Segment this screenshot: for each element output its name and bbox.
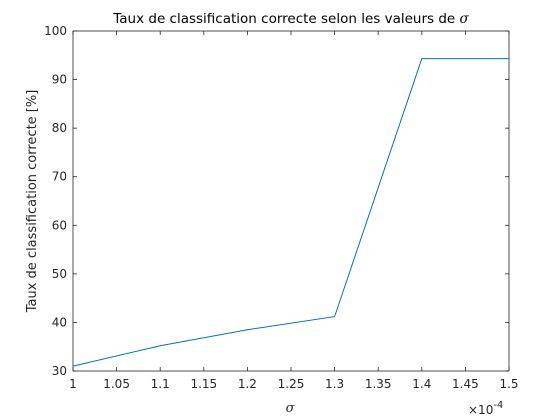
data-point [508,58,510,60]
x-tick-label: 1 [69,377,77,391]
data-series [72,58,510,367]
y-tick-label: 30 [52,364,67,378]
x-axis-exponent-base: ×10 [468,403,493,417]
chart-title-text: Taux de classification correcte selon le… [112,11,459,27]
x-axis-label: σ [286,401,296,416]
data-point [246,329,248,331]
x-tick-label: 1.25 [278,377,305,391]
y-axis-label: Taux de classification correcte [%] [25,90,40,314]
x-tick-label: 1.4 [412,377,431,391]
x-tick-label: 1.15 [190,377,217,391]
y-tick-label: 60 [52,218,67,232]
x-axis-ticks: 1 1.05 1.1 1.15 1.2 1.25 1.3 1.35 1.4 1.45 1.5 [69,31,519,391]
data-point [72,365,74,367]
x-axis-exponent: ×10-4 [468,400,503,417]
data-point [159,345,161,347]
data-point [421,58,423,60]
x-tick-label: 1.05 [103,377,130,391]
y-tick-label: 90 [52,73,67,87]
x-axis-exponent-power: -4 [493,400,503,411]
x-tick-label: 1.45 [452,377,479,391]
x-tick-label: 1.35 [365,377,392,391]
chart-title: Taux de classification correcte selon le… [112,11,469,27]
x-tick-label: 1.3 [325,377,344,391]
y-axis-ticks: 30 40 50 60 70 80 90 100 [44,24,509,378]
y-tick-label: 40 [52,315,67,329]
x-tick-label: 1.2 [238,377,257,391]
y-tick-label: 50 [52,267,67,281]
series-line [72,58,509,367]
x-tick-label: 1.1 [151,377,170,391]
x-tick-label: 1.5 [499,377,518,391]
data-point [334,316,336,318]
chart-title-symbol: σ [460,11,470,27]
y-tick-label: 80 [52,121,67,135]
y-tick-label: 100 [44,24,67,38]
y-tick-label: 70 [52,170,67,184]
plot-area [72,30,510,372]
